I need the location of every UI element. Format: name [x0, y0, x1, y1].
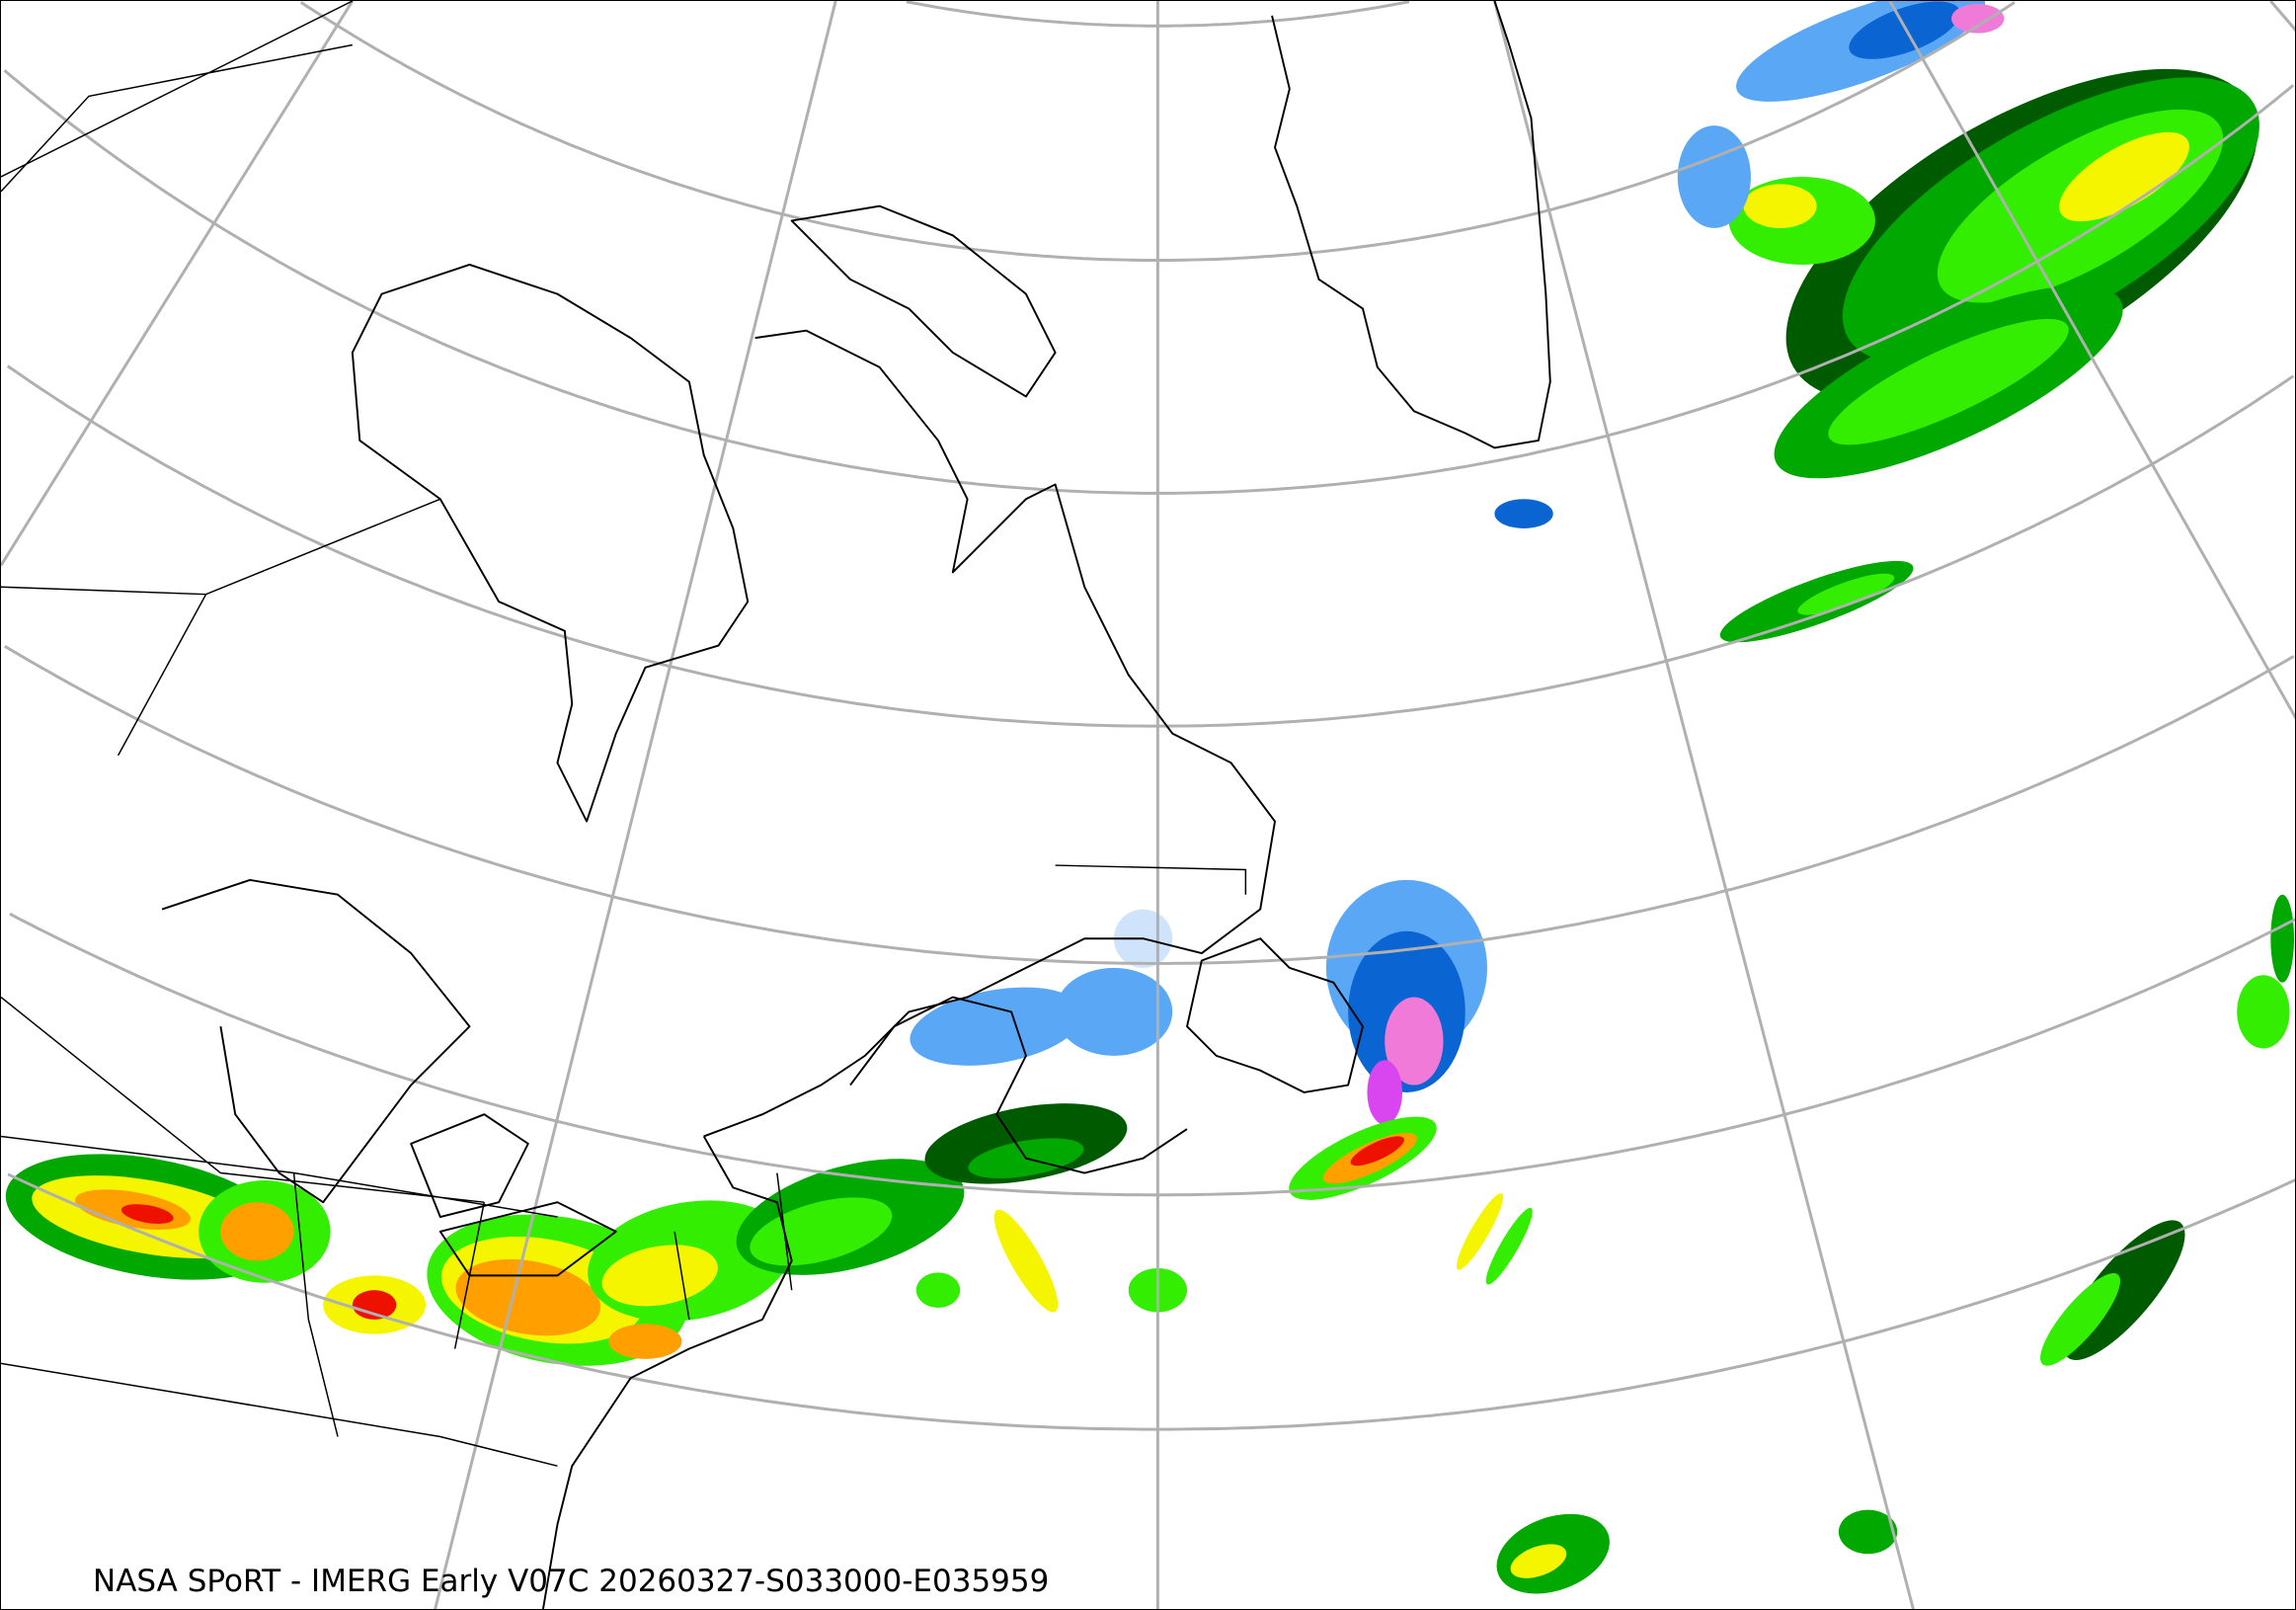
precip-cell: [2237, 975, 2290, 1049]
latitude-line: [6, 364, 2295, 728]
longitude-line: [1888, 1, 2295, 720]
precip-cell: [608, 1324, 682, 1359]
precip-cell: [1677, 125, 1751, 228]
precip-cell: [120, 1204, 174, 1224]
precip-cell: [1385, 997, 1444, 1086]
longitude-line: [2269, 1, 2295, 32]
precip-cell: [910, 987, 1084, 1066]
precip-cell: [1797, 573, 1895, 615]
precip-cell: [1951, 3, 2005, 34]
longitude-line: [1493, 1, 1915, 1609]
precip-cell: [1457, 1193, 1504, 1270]
latitude-line: [4, 645, 2295, 965]
atlantic-coast: [541, 1135, 793, 1609]
precip-cell: [220, 1202, 294, 1261]
precip-cell: [2059, 131, 2189, 222]
latitude-line: [7, 1172, 2295, 1431]
precip-cell: [750, 1197, 893, 1266]
labrador-quebec-coast: [703, 329, 1276, 1138]
precip-cell: [915, 1272, 961, 1308]
coastlines: [161, 1, 1551, 1609]
newfoundland-coast: [1186, 937, 1364, 1093]
precip-cell: [1367, 1060, 1403, 1125]
baffin-island-coast: [790, 204, 1057, 398]
precip-cell: [1350, 1136, 1404, 1167]
gulf-st-lawrence-coast: [849, 996, 1188, 1174]
great-lakes: [161, 878, 617, 1277]
precip-cell: [1485, 1207, 1533, 1285]
longitude-line: [434, 1, 837, 1609]
political-borders: [1, 1, 1247, 1467]
precip-cell: [1838, 1509, 1898, 1555]
precip-cell: [1743, 184, 1817, 228]
latitude-line: [9, 912, 2295, 1197]
latitude-line: [3, 69, 2295, 495]
longitude-line: [1, 1, 355, 567]
precip-cell: [1828, 318, 2069, 445]
precip-cell: [455, 1258, 601, 1336]
precip-cell: [2040, 1272, 2121, 1366]
precip-cell: [2270, 894, 2295, 983]
greenland-coast: [1271, 1, 1551, 449]
precip-cell: [601, 1245, 718, 1307]
precip-cell: [993, 1209, 1059, 1313]
precip-cell: [1849, 1, 1960, 59]
precip-cell: [1510, 1544, 1567, 1578]
product-caption: NASA SPoRT - IMERG Early V07C 20260327-S…: [93, 1564, 1050, 1599]
hudson-bay-coast: [351, 264, 750, 823]
precip-cell: [1494, 499, 1553, 528]
precip-cell: [1055, 967, 1173, 1056]
